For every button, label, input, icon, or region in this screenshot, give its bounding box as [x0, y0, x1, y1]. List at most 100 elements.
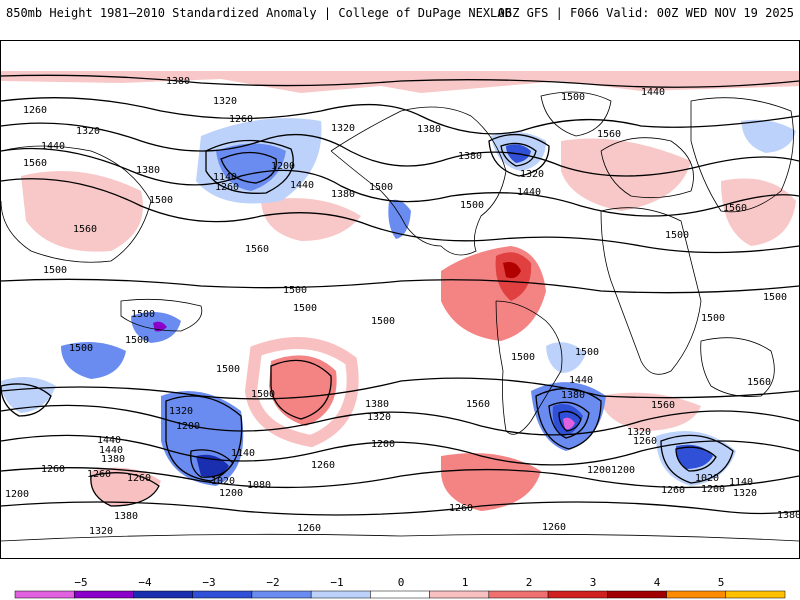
contour-label: 1380	[136, 165, 160, 176]
contour-label: 1380	[114, 511, 138, 522]
contour-label: 1260	[661, 485, 685, 496]
colorbar-cell	[73, 590, 134, 599]
contour-label: 1260	[41, 464, 65, 475]
contour-label: 1020	[211, 476, 235, 487]
contour-label: 1380	[777, 510, 799, 521]
coastline-africa	[600, 207, 702, 375]
header: 850mb Height 1981–2010 Standardized Anom…	[0, 0, 800, 40]
run-valid-time: 06Z GFS | F066 Valid: 00Z WED NOV 19 202…	[497, 6, 794, 20]
anomaly-positive-north-atlantic	[561, 138, 691, 211]
contour-label: 1560	[73, 224, 97, 235]
contour-label: 1500	[371, 316, 395, 327]
contour-label: 1260	[449, 503, 473, 514]
map-title: 850mb Height 1981–2010 Standardized Anom…	[6, 6, 512, 20]
colorbar-cell	[607, 590, 667, 599]
contour-label: 1500	[561, 92, 585, 103]
colorbar-tick-label: −2	[266, 576, 280, 589]
contour-label: 1260	[229, 114, 253, 125]
contour-label: 1500	[575, 347, 599, 358]
colorbar-cell	[251, 590, 312, 599]
colorbar: −5 −4 −3 −2 −1 0 1 2 3 4 5	[0, 560, 800, 600]
contour-label: 1500	[665, 230, 689, 241]
contour-low-s-indian-2	[675, 446, 717, 472]
map-panel[interactable]: 1380 1320 1260 1320 1440 1560 1260 1200 …	[0, 40, 800, 559]
anomaly-positive-pacific-band	[261, 198, 361, 241]
contour-low-sw-pacific	[165, 395, 243, 482]
contour-label: 1500	[511, 352, 535, 363]
contour-label: 1320	[89, 526, 113, 537]
contour-label: 1500	[763, 292, 787, 303]
colorbar-tick-label: −5	[74, 576, 88, 589]
contour-label: 1380	[166, 76, 190, 87]
contour-label: 1200	[176, 421, 200, 432]
colorbar-cell	[725, 590, 786, 599]
coastline-greenland	[540, 91, 612, 137]
contour-label: 1500	[149, 195, 173, 206]
coastline-south-america	[495, 300, 563, 435]
colorbar-cell	[547, 590, 608, 599]
colorbar-cell	[488, 590, 549, 599]
contour-label: 1560	[23, 158, 47, 169]
contour-low-canada-2	[500, 142, 537, 167]
contour-label: 1200	[611, 465, 635, 476]
contour-label: 1500	[131, 309, 155, 320]
anomaly-positive-asia	[21, 171, 143, 252]
contour-high-east-pacific	[270, 359, 332, 420]
contour-label: 1320	[367, 412, 391, 423]
contour-label: 1500	[460, 200, 484, 211]
contour-label: 1020	[695, 473, 719, 484]
anomaly-positive-south-pacific	[441, 453, 541, 511]
contour-label: 1560	[597, 129, 621, 140]
anomaly-negative-south-atlantic-eye	[563, 417, 575, 430]
colorbar-cell	[370, 590, 430, 599]
coastline-north-america	[330, 106, 507, 256]
contour-label: 1500	[293, 303, 317, 314]
contour-label: 1440	[517, 187, 541, 198]
contour-label: 1560	[245, 244, 269, 255]
contour-label: 1380	[417, 124, 441, 135]
contour-label: 1320	[733, 488, 757, 499]
contour-label: 1500	[125, 335, 149, 346]
colorbar-cell	[14, 590, 75, 599]
coastline-europe	[600, 137, 694, 199]
contour-low-s-atlantic-2	[548, 401, 590, 439]
coastline-asia-east	[690, 97, 794, 213]
contour-label: 1560	[747, 377, 771, 388]
contour-label: 1200	[219, 488, 243, 499]
contour-south-3	[1, 467, 799, 489]
coastline-australia	[700, 337, 775, 397]
contour-label: 1440	[41, 141, 65, 152]
map-canvas: 1380 1320 1260 1320 1440 1560 1260 1200 …	[1, 71, 799, 542]
anomaly-negative-far-southwest	[1, 377, 56, 413]
colorbar-cell	[133, 590, 193, 599]
contour-label: 1440	[290, 180, 314, 191]
colorbar-tick-label: 0	[397, 576, 405, 589]
contour-south-4	[1, 501, 799, 516]
contour-low-s-atlantic	[535, 387, 602, 450]
colorbar-tick-label: −1	[330, 576, 344, 589]
contour-label: 1200	[271, 161, 295, 172]
colorbar-tick-label: 3	[589, 576, 597, 589]
contour-label: 1320	[520, 169, 544, 180]
colorbar-tick-label: −4	[138, 576, 152, 589]
height-contours	[1, 74, 799, 516]
contour-low-s-atlantic-3	[558, 410, 582, 432]
contour-label: 1500	[251, 389, 275, 400]
contour-low-sw-pacific-2	[190, 449, 234, 478]
contour-label: 1080	[247, 480, 271, 491]
anomaly-negative-south-america	[546, 342, 586, 373]
coastline-asia-west	[1, 145, 152, 263]
contour-far-south-center	[90, 472, 160, 507]
coastlines	[1, 91, 799, 542]
contour-low-nw-pacific-2	[220, 151, 277, 184]
contour-label: 1200	[371, 439, 395, 450]
contour-label: 1500	[369, 182, 393, 193]
anomaly-negative-west-us	[388, 199, 411, 239]
colorbar-cells	[14, 590, 786, 599]
contour-label: 1140	[231, 448, 255, 459]
contour-label: 1200	[5, 489, 29, 500]
contour-low-nw-pacific	[205, 139, 294, 194]
contour-label: 1560	[466, 399, 490, 410]
colorbar-tick-label: 4	[653, 576, 661, 589]
contour-label: 1200	[587, 465, 611, 476]
